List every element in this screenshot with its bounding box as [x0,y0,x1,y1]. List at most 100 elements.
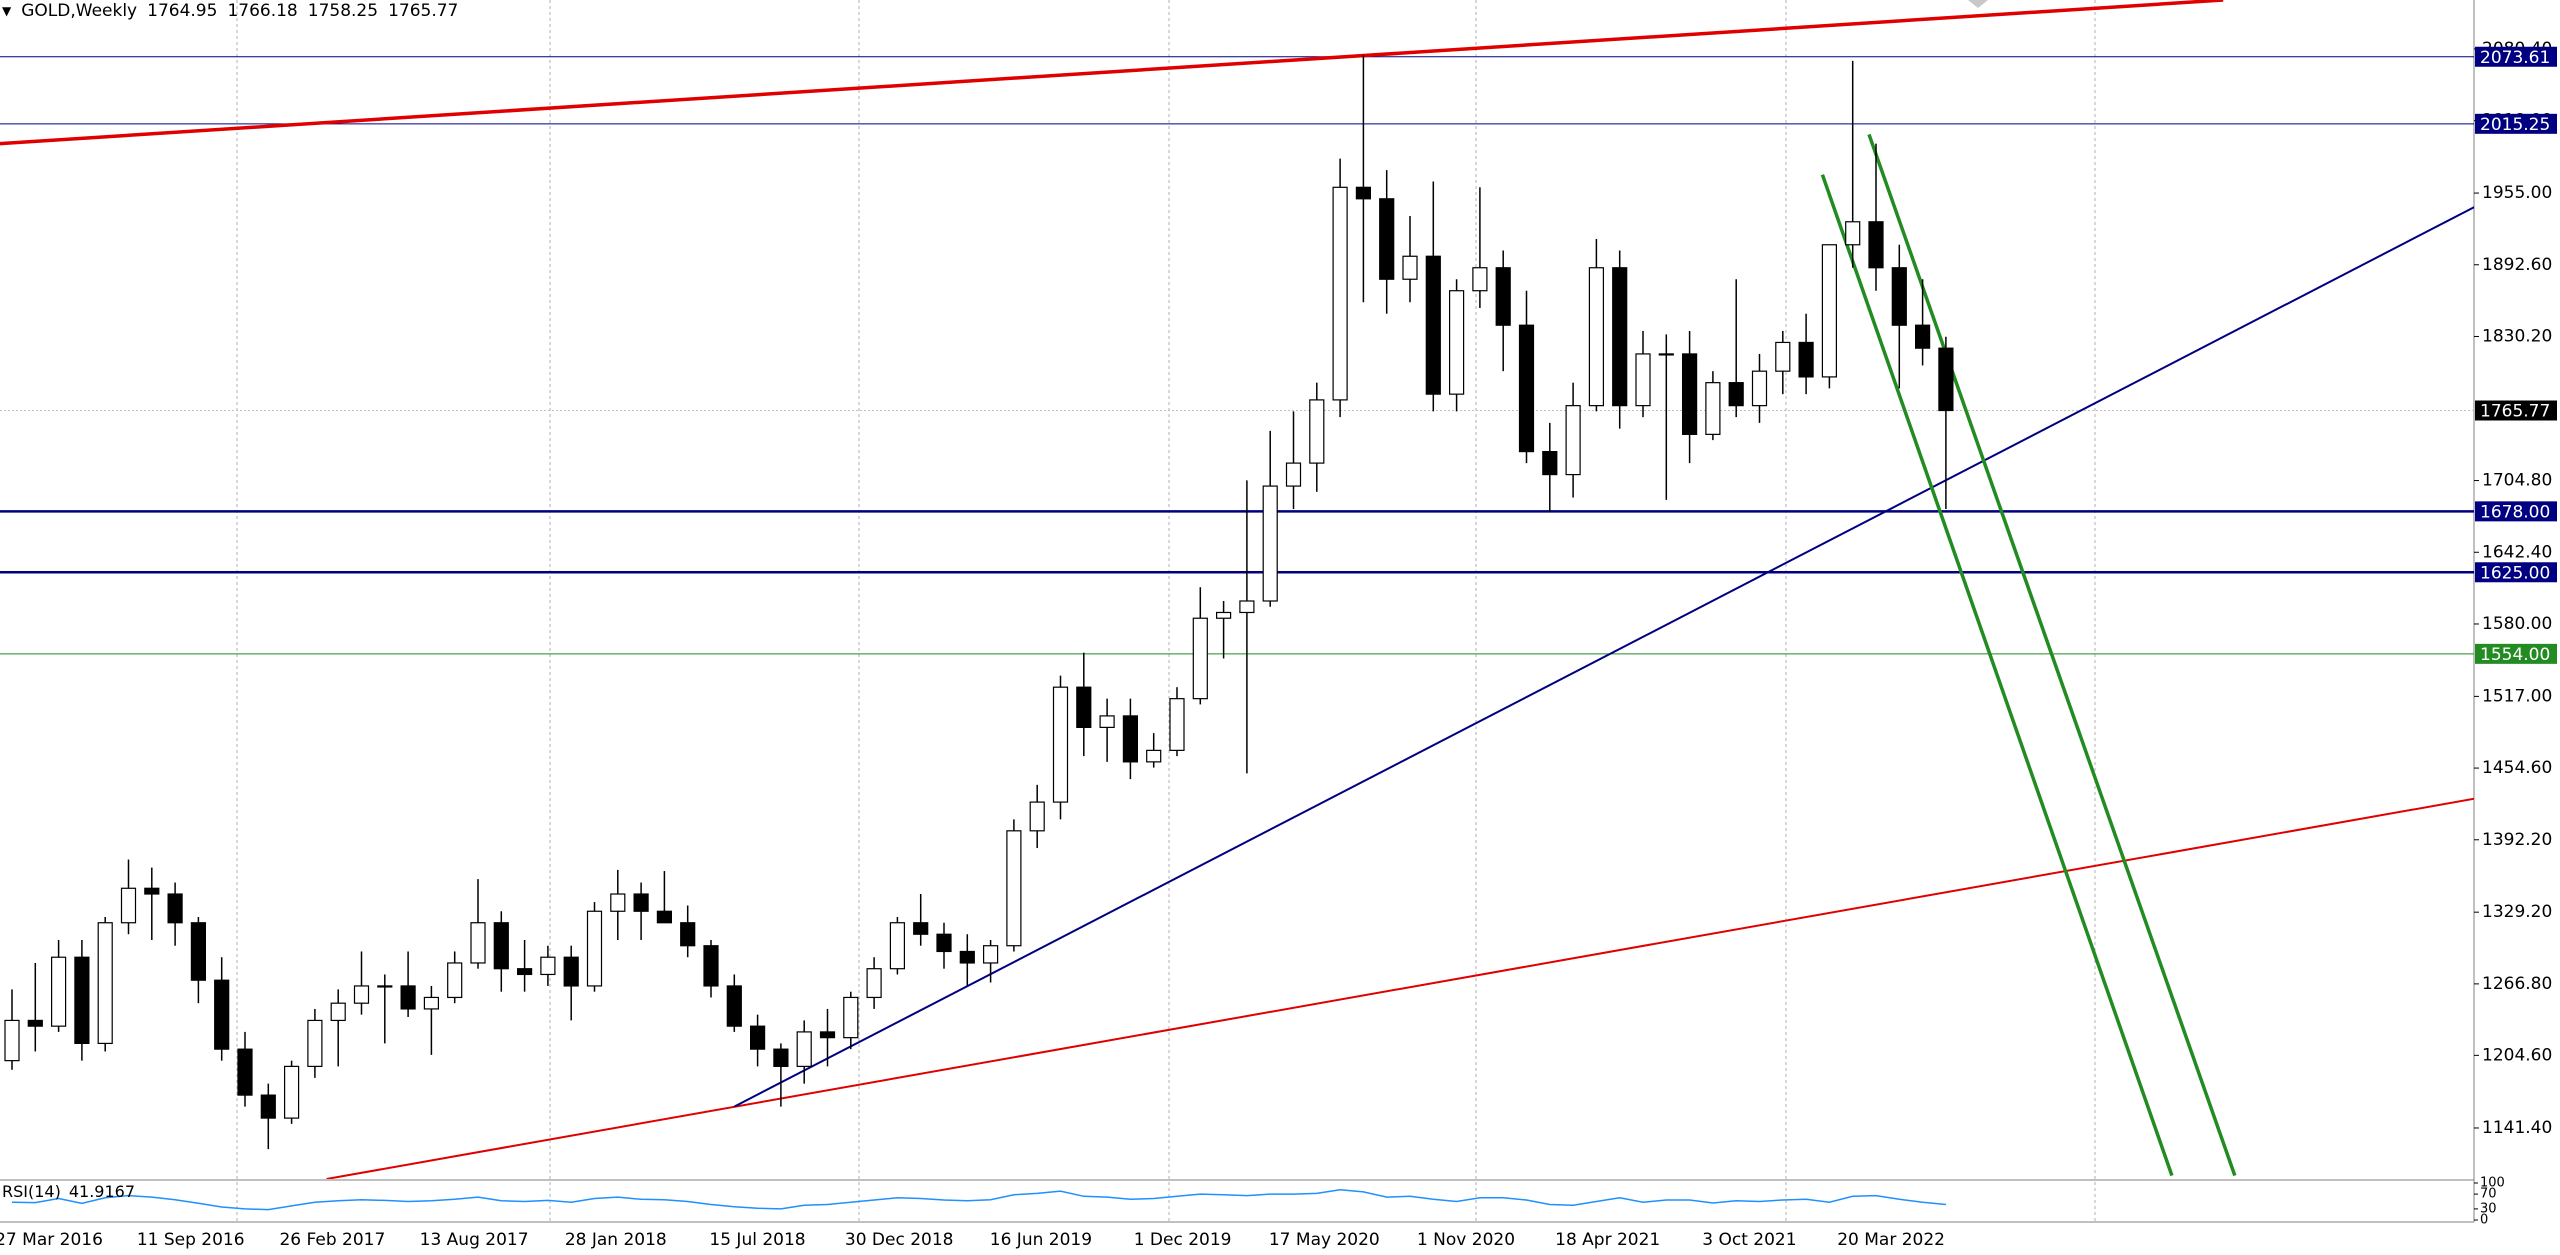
candle-body [1379,198,1395,280]
candle-body [1681,353,1698,435]
candle-body [1402,255,1418,280]
candle-body [330,1002,346,1022]
candles [4,55,1954,1150]
candle-body [1845,221,1861,246]
candle-body [4,1019,20,1062]
price-label: 2073.61 [2480,48,2550,68]
y-tick-label: 1955.00 [2482,183,2552,203]
shift-marker [1968,0,1988,8]
candle-body [260,1094,276,1119]
candle-body [97,922,113,1045]
rsi-header: RSI(14) 41.9167 [2,1182,135,1201]
candle-body [1239,600,1255,614]
x-tick-label: 15 Jul 2018 [709,1230,805,1250]
vertical-grid [236,0,2096,1222]
candle-body [1076,686,1092,728]
y-tick-label: 1266.80 [2482,974,2552,994]
candle-body [1658,353,1674,356]
y-tick-label: 1830.20 [2482,326,2552,346]
candle-body [889,922,906,970]
candle-body [586,910,603,987]
y-tick-label: 1517.00 [2482,686,2552,706]
candle-body [237,1048,253,1096]
candle-body [1751,370,1768,407]
candle-body [1029,801,1045,832]
x-tick-label: 16 Jun 2019 [990,1230,1092,1250]
y-tick-label: 1580.00 [2482,614,2552,634]
price-label: 2015.25 [2480,115,2550,135]
candle-body [1309,399,1325,464]
candle-body [1425,255,1441,395]
y-tick-label: 1642.40 [2482,542,2552,562]
y-tick-label: 1454.60 [2482,758,2552,778]
candle-body [120,887,137,924]
close: 1765.77 [388,1,459,21]
candle-body [1146,749,1162,763]
rsi-tick-label: 100 [2480,1176,2505,1191]
candle-body [1914,324,1931,349]
rsi-tick-label: 30 [2480,1201,2497,1216]
x-tick-label: 27 Mar 2016 [0,1230,103,1250]
x-tick-label: 18 Apr 2021 [1555,1230,1660,1250]
candle-body [1472,267,1488,292]
candle-body [656,910,673,924]
trendline [733,206,2474,1108]
candle-body [470,922,486,964]
symbol: GOLD,Weekly [21,1,138,21]
price-label-box [2475,46,2557,67]
x-tick-label: 13 Aug 2017 [420,1230,529,1250]
candle-body [633,893,649,912]
candle-body [1635,353,1651,407]
candle-body [1122,715,1139,763]
candle-body [1728,382,1744,407]
x-tick-label: 1 Nov 2020 [1417,1230,1515,1250]
candle-body [377,985,393,988]
candle-body [1332,186,1348,401]
candle-body [1006,830,1022,947]
candle-body [1542,451,1558,476]
candle-body [214,979,230,1050]
candle-body [1612,267,1628,407]
candle-body [913,922,929,935]
candle-body [843,996,859,1039]
x-tick-label: 26 Feb 2017 [279,1230,385,1250]
candle-body [1448,290,1465,395]
candle-body [144,887,160,895]
candle-body [423,996,439,1010]
candle-body [773,1048,789,1067]
candle-body [749,1025,766,1050]
candle-body [353,985,370,1004]
x-tick-label: 30 Dec 2018 [845,1230,954,1250]
candle-body [1588,267,1605,407]
candle-body [1868,221,1884,269]
y-tick-label: 1704.80 [2482,471,2552,491]
candle-body [1192,617,1208,700]
price-label-box [2475,643,2557,664]
candle-body [27,1019,43,1027]
candle-body [540,956,556,976]
x-tick-label: 28 Jan 2018 [565,1230,667,1250]
candle-body [284,1065,300,1119]
price-label: 1678.00 [2480,502,2550,522]
levels [0,56,2474,655]
x-tick-label: 20 Mar 2022 [1837,1230,1945,1250]
candle-body [726,985,742,1027]
candle-body [1705,382,1721,435]
candle-body [1565,405,1581,476]
candle-body [1821,244,1838,378]
candle-body [610,893,626,912]
trendline [0,0,2224,146]
candle-body [1285,462,1302,487]
candle-body [866,968,882,999]
trendline [1867,133,2237,1177]
menu-arrow: ▼ [2,4,12,18]
x-tick-label: 3 Oct 2021 [1702,1230,1796,1250]
candle-body [1355,186,1372,200]
x-tick-label: 1 Dec 2019 [1134,1230,1232,1250]
axes: 2080.402018.001955.001892.601830.201704.… [0,39,2557,1250]
candle-body [563,956,579,987]
rsi-value: 41.9167 [68,1182,136,1201]
